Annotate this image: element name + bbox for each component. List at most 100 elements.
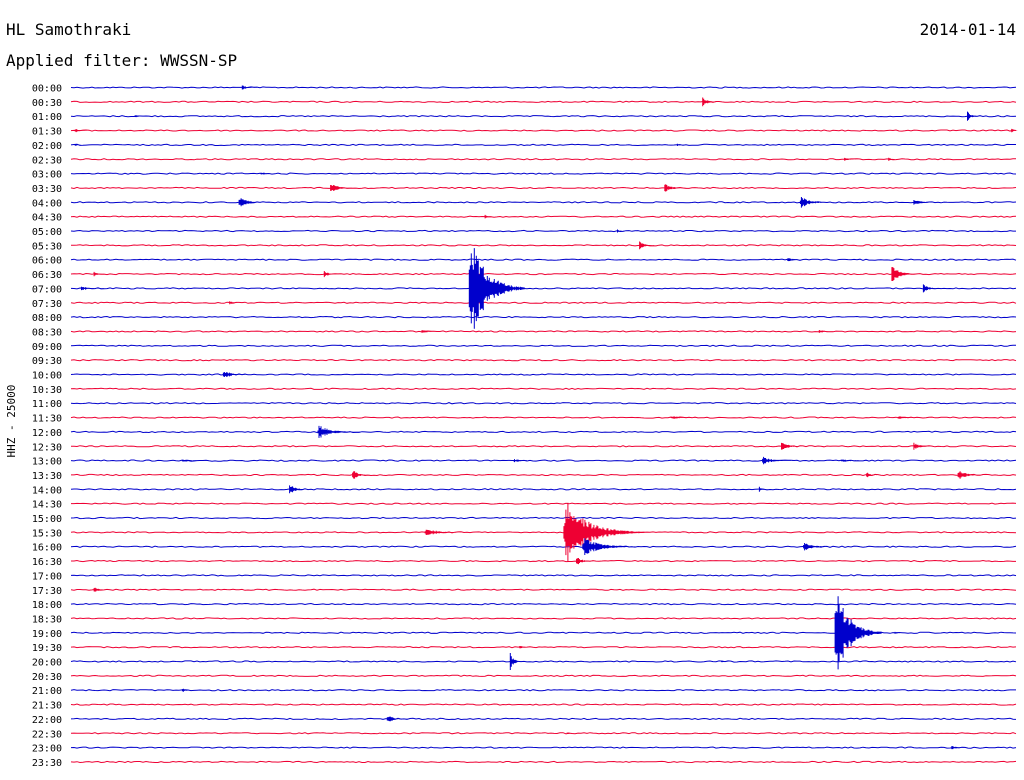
seismic-event-0400-5_3	[238, 198, 264, 207]
seismic-event-0100-28_4	[967, 111, 982, 121]
seismic-event-0300-6	[260, 172, 277, 175]
row-time-label: 19:30	[32, 643, 62, 654]
record-date: 2014-01-14	[919, 20, 1016, 39]
trace-line	[70, 186, 1017, 190]
trace-line	[70, 717, 1017, 721]
seismic-event-2200-10	[386, 716, 408, 722]
row-time-label: 07:00	[32, 284, 62, 295]
trace-line	[70, 602, 1017, 606]
row-time-label: 05:00	[32, 227, 62, 238]
seismic-event-1600-16_2	[582, 538, 639, 555]
seismic-event-0830-11_1	[421, 330, 440, 333]
seismic-event-0400-23_1	[799, 197, 834, 208]
row-time-label: 22:30	[32, 729, 62, 740]
trace-line	[70, 445, 1017, 448]
trace-line	[70, 646, 1017, 649]
seismic-event-0630-0_7	[93, 271, 106, 277]
row-time-label: 22:00	[32, 715, 62, 726]
seismic-event-1730-0_7	[93, 587, 112, 592]
seismic-event-1900-26_1	[894, 631, 903, 634]
row-time-label: 07:30	[32, 299, 62, 310]
seismic-event-1900-24_2	[834, 596, 882, 670]
trace-line	[70, 229, 1016, 233]
row-time-label: 11:30	[32, 414, 62, 425]
seismic-event-1300-3_5	[181, 459, 210, 462]
trace-line	[70, 373, 1017, 376]
trace-line	[70, 660, 1017, 663]
seismic-event-0400-26_7	[913, 200, 936, 205]
trace-line	[70, 272, 1017, 276]
trace-line	[70, 359, 1017, 362]
seismic-event-0500-17_3	[617, 229, 625, 233]
row-time-label: 15:00	[32, 514, 62, 525]
trace-line	[71, 244, 1017, 247]
trace-line	[70, 315, 1017, 319]
trace-line	[70, 301, 1017, 304]
seismic-event-1600-23_2	[803, 543, 835, 551]
trace-line	[70, 430, 1017, 434]
seismic-event-2230-15_7	[566, 732, 576, 734]
station-name: HL Samothraki	[6, 20, 132, 39]
seismic-event-2000-13_9	[509, 653, 522, 670]
seismic-event-1400-21_8	[758, 486, 768, 492]
seismic-event-1300-24_4	[840, 459, 868, 462]
seismic-event-0200-19_2	[676, 143, 684, 146]
seismic-event-0700-0_3	[81, 286, 104, 291]
trace-line	[70, 86, 1017, 89]
row-time-label: 08:00	[32, 313, 62, 324]
row-time-label: 01:30	[32, 127, 62, 138]
trace-line	[70, 689, 1016, 692]
trace-line	[70, 617, 1017, 620]
seismic-event-2100-3_5	[181, 688, 193, 692]
trace-line	[70, 115, 1017, 118]
seismic-event-0700-27	[922, 284, 941, 293]
seismic-event-0430-13_1	[484, 214, 494, 219]
trace-line	[70, 531, 1017, 534]
seismic-event-0030-20	[702, 97, 721, 107]
seismic-event-0600-22_7	[787, 258, 803, 262]
trace-line	[70, 158, 1016, 161]
row-time-label: 02:30	[32, 155, 62, 166]
row-time-label: 11:00	[32, 399, 62, 410]
trace-line	[70, 732, 1017, 735]
row-time-label: 16:00	[32, 543, 62, 554]
seismic-event-2300-27_9	[951, 746, 966, 750]
trace-line	[71, 473, 1017, 477]
trace-line	[70, 746, 1017, 749]
seismic-event-1300-21_9	[762, 456, 794, 465]
seismic-event-0530-18	[639, 241, 655, 250]
trace-line	[70, 143, 1016, 147]
trace-line	[70, 703, 1017, 706]
row-time-label: 20:30	[32, 672, 62, 683]
row-time-label: 02:00	[32, 141, 62, 152]
row-time-label: 10:00	[32, 371, 62, 382]
seismic-event-1230-22_5	[781, 442, 803, 450]
row-time-label: 04:00	[32, 198, 62, 209]
seismic-event-1300-14	[513, 459, 539, 463]
row-time-label: 12:30	[32, 442, 62, 453]
row-time-label: 10:30	[32, 385, 62, 396]
row-time-label: 00:30	[32, 98, 62, 109]
seismic-event-0130-29_8	[1011, 128, 1018, 133]
row-time-label: 18:30	[32, 614, 62, 625]
row-time-label: 20:00	[32, 658, 62, 669]
row-time-label: 06:30	[32, 270, 62, 281]
trace-line	[70, 760, 1017, 764]
row-time-label: 15:30	[32, 528, 62, 539]
row-time-label: 01:00	[32, 112, 62, 123]
trace-line	[70, 258, 1017, 261]
seismic-event-0330-8_2	[330, 185, 356, 191]
row-time-label: 06:00	[32, 256, 62, 267]
row-time-label: 13:00	[32, 457, 62, 468]
trace-line	[70, 330, 1017, 333]
seismic-event-0700-12_6	[468, 248, 525, 329]
seismic-event-1330-25_2	[866, 472, 879, 478]
seismic-event-1330-8_9	[352, 471, 371, 479]
seismic-event-1200-7_8	[317, 425, 362, 438]
seismic-event-0230-24_5	[844, 157, 863, 161]
seismic-event-1330-28_1	[957, 471, 983, 479]
seismic-event-1130-26_2	[897, 416, 929, 419]
seismic-event-0630-8	[323, 271, 339, 278]
seismic-event-0830-23_7	[818, 330, 834, 333]
trace-line	[70, 588, 1017, 591]
